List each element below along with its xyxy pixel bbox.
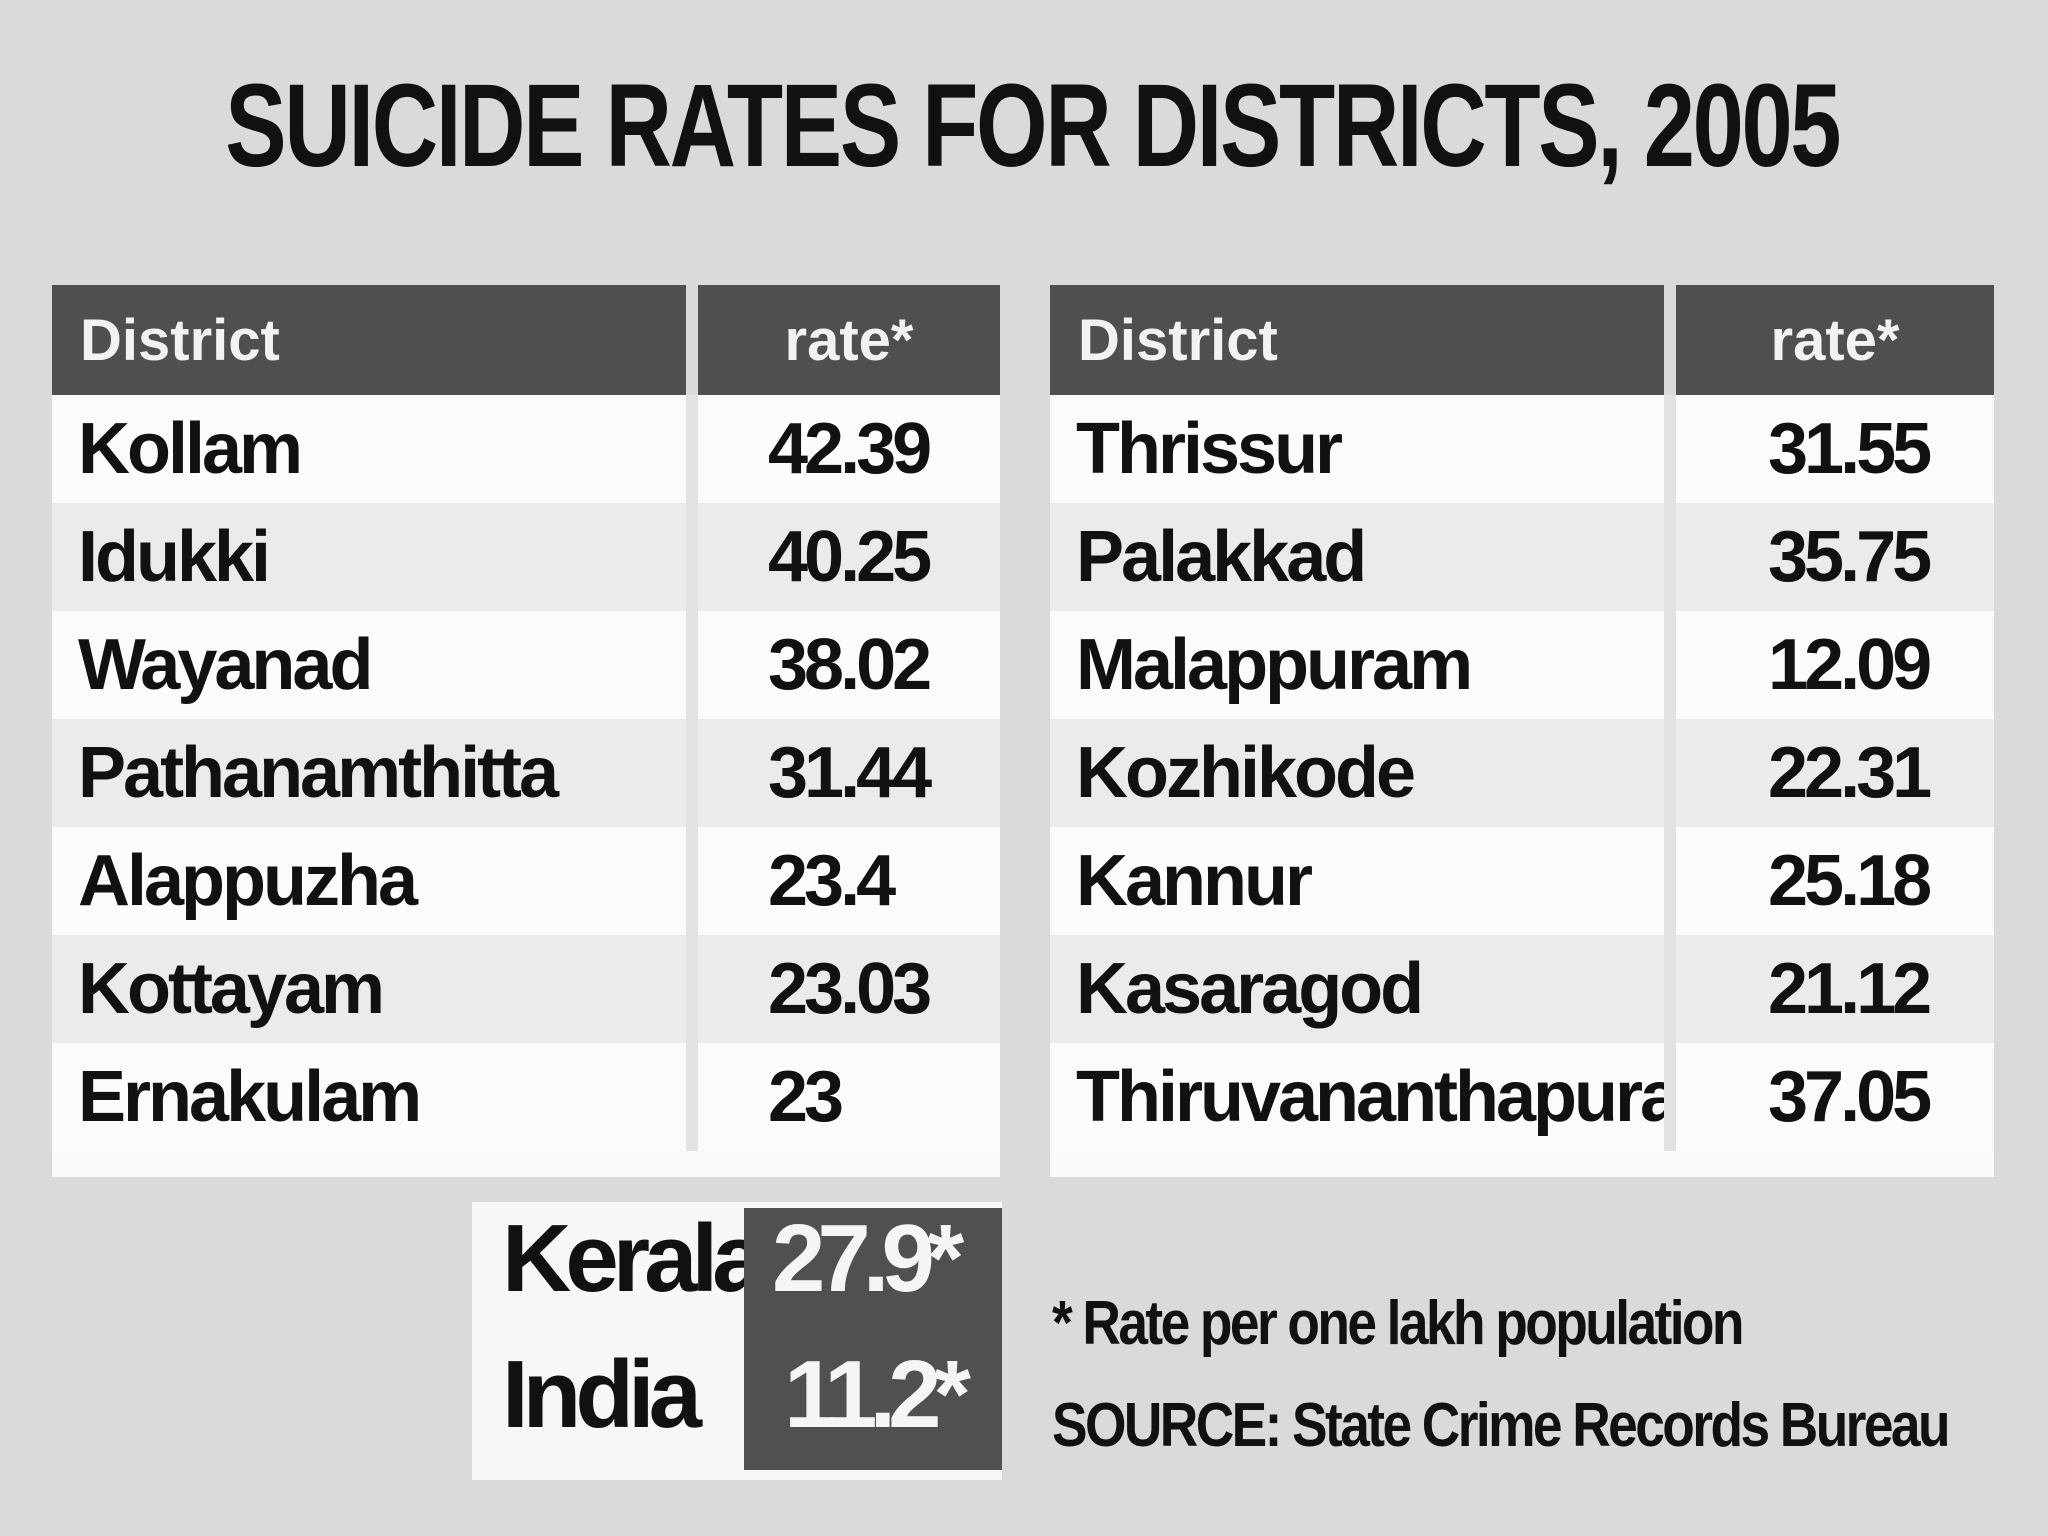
table-header: District rate* (1050, 285, 1994, 395)
source-note: SOURCE: State Crime Records Bureau (1052, 1391, 1951, 1460)
district-rate: 40.25 (698, 503, 1000, 611)
district-rate: 23.4 (698, 827, 1000, 935)
summary-value-india: 11.2* (784, 1341, 971, 1448)
table-row: Kozhikode 22.31 (1050, 719, 1994, 827)
district-table-right: District rate* Thrissur 31.55 Palakkad 35.7… (1050, 285, 1994, 1177)
district-rate: 31.44 (698, 719, 1000, 827)
footnote: * Rate per one lakh population (1052, 1289, 1744, 1358)
table-row: Kasaragod 21.12 (1050, 935, 1994, 1043)
district-name: Ernakulam (52, 1043, 686, 1151)
summary-label-india: India (502, 1341, 702, 1448)
table-row: Idukki 40.25 (52, 503, 1000, 611)
header-rate: rate* (698, 285, 1000, 395)
table-row: Wayanad 38.02 (52, 611, 1000, 719)
district-table-left: District rate* Kollam 42.39 Idukki 40.25 Way… (52, 285, 1000, 1177)
district-rate: 38.02 (698, 611, 1000, 719)
table-row: Kottayam 23.03 (52, 935, 1000, 1043)
district-name: Kozhikode (1050, 719, 1664, 827)
district-rate: 22.31 (1676, 719, 1994, 827)
table-row: Kannur 25.18 (1050, 827, 1994, 935)
district-rate: 23.03 (698, 935, 1000, 1043)
district-rate: 23 (698, 1043, 1000, 1151)
district-rate: 25.18 (1676, 827, 1994, 935)
district-name: Kollam (52, 395, 686, 503)
header-district: District (1050, 285, 1664, 395)
table-row: Thiruvananthapuram37.05 (1050, 1043, 1994, 1151)
district-rate: 21.12 (1676, 935, 1994, 1043)
chart-title: SUICIDE RATES FOR DISTRICTS, 2005 (225, 60, 1841, 192)
table-body: Kollam 42.39 Idukki 40.25 Wayanad 38.02 Pathan… (52, 395, 1000, 1151)
district-rate: 37.05 (1676, 1043, 1994, 1151)
district-rate: 12.09 (1676, 611, 1994, 719)
district-name: Thiruvananthapuram (1050, 1043, 1664, 1151)
table-row: Ernakulam 23 (52, 1043, 1000, 1151)
table-row: Palakkad 35.75 (1050, 503, 1994, 611)
table-row: Pathanamthitta 31.44 (52, 719, 1000, 827)
district-name: Pathanamthitta (52, 719, 686, 827)
district-rate: 35.75 (1676, 503, 1994, 611)
table-row: Alappuzha 23.4 (52, 827, 1000, 935)
district-rate: 31.55 (1676, 395, 1994, 503)
table-body: Thrissur 31.55 Palakkad 35.75 Malappuram 12.0… (1050, 395, 1994, 1151)
table-row: Kollam 42.39 (52, 395, 1000, 503)
summary-value-kerala: 27.9* (772, 1205, 964, 1312)
district-name: Kannur (1050, 827, 1664, 935)
district-name: Alappuzha (52, 827, 686, 935)
district-name: Idukki (52, 503, 686, 611)
summary-label-kerala: Kerala (502, 1205, 766, 1312)
table-header: District rate* (52, 285, 1000, 395)
header-district: District (52, 285, 686, 395)
district-name: Kottayam (52, 935, 686, 1043)
table-row: Malappuram 12.09 (1050, 611, 1994, 719)
table-row: Thrissur 31.55 (1050, 395, 1994, 503)
district-name: Kasaragod (1050, 935, 1664, 1043)
summary-values: 27.9* 11.2* (744, 1205, 1002, 1470)
header-rate: rate* (1676, 285, 1994, 395)
district-name: Malappuram (1050, 611, 1664, 719)
district-name: Wayanad (52, 611, 686, 719)
summary-box: Kerala India 27.9* 11.2* (472, 1202, 1002, 1480)
district-rate: 42.39 (698, 395, 1000, 503)
district-name: Palakkad (1050, 503, 1664, 611)
district-name: Thrissur (1050, 395, 1664, 503)
